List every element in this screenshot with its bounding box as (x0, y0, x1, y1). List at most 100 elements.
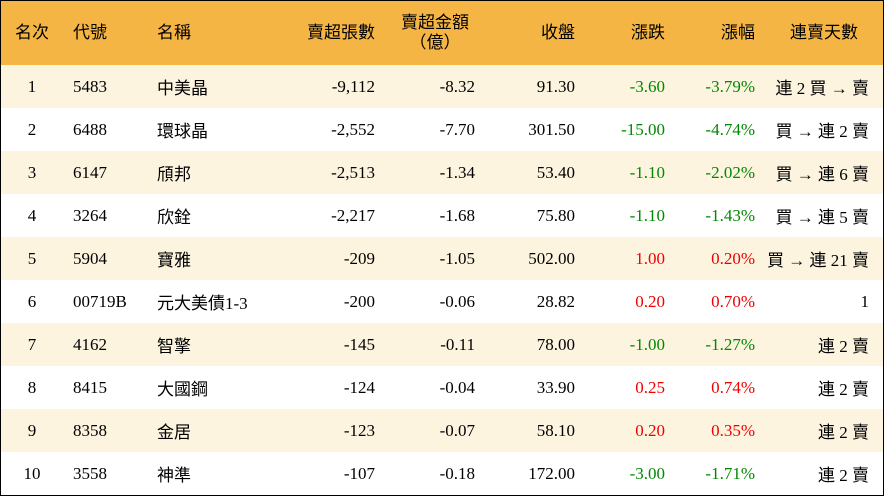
header-row: 名次 代號 名稱 賣超張數 賣超金額 （億） 收盤 漲跌 漲幅 連賣天數 (1, 1, 883, 65)
cell-change-pct: -4.74% (705, 119, 755, 139)
cell-net-sell-amount: -0.07 (439, 420, 475, 440)
cell-change-pct: -1.71% (705, 463, 755, 483)
header-code: 代號 (73, 23, 107, 42)
cell-name: 金居 (157, 423, 191, 442)
cell-close: 53.40 (536, 162, 575, 182)
cell-name: 神準 (157, 466, 191, 485)
cell-streak: 連 2 賣 (818, 466, 869, 485)
cell-change-pct: -1.27% (705, 334, 755, 354)
cell-streak: 買 → 連 21 賣 (767, 251, 869, 270)
cell-name: 寶雅 (157, 251, 191, 270)
cell-change-pct: 0.20% (711, 248, 755, 268)
cell-close: 502.00 (528, 248, 575, 268)
header-close: 收盤 (541, 23, 575, 42)
cell-net-sell-volume: -209 (343, 248, 375, 268)
table-row: 1 5483 中美晶 -9,112 -8.32 91.30 -3.60 -3.79% 連 2 買… (1, 65, 883, 108)
cell-rank: 8 (27, 377, 37, 397)
cell-streak: 1 (860, 291, 870, 311)
cell-rank: 5 (27, 248, 37, 268)
cell-change-pct: -3.79% (705, 76, 755, 96)
cell-net-sell-volume: -2,217 (331, 205, 375, 225)
cell-change: 0.20 (635, 291, 665, 311)
cell-streak: 連 2 賣 (818, 380, 869, 399)
cell-streak: 連 2 賣 (818, 337, 869, 356)
cell-code: 8415 (73, 377, 107, 397)
cell-name: 欣銓 (157, 208, 191, 227)
cell-code: 4162 (73, 334, 107, 354)
cell-net-sell-amount: -8.32 (439, 76, 475, 96)
cell-net-sell-amount: -1.34 (439, 162, 475, 182)
table-row: 4 3264 欣銓 -2,217 -1.68 75.80 -1.10 -1.43% 買 → 連 … (1, 194, 883, 237)
table-row: 7 4162 智擎 -145 -0.11 78.00 -1.00 -1.27% 連 2 賣 (1, 323, 883, 366)
cell-change: 0.25 (635, 377, 665, 397)
cell-net-sell-amount: -0.06 (439, 291, 475, 311)
cell-change: 1.00 (635, 248, 665, 268)
cell-change-pct: -1.43% (705, 205, 755, 225)
header-net-sell-amount-line2: （億） (409, 33, 461, 52)
cell-close: 28.82 (536, 291, 575, 311)
cell-rank: 1 (27, 76, 37, 96)
cell-name: 環球晶 (157, 122, 208, 141)
cell-net-sell-volume: -2,552 (331, 119, 375, 139)
header-change: 漲跌 (631, 23, 665, 42)
cell-close: 58.10 (536, 420, 575, 440)
cell-close: 75.80 (536, 205, 575, 225)
cell-code: 3558 (73, 463, 107, 483)
cell-name: 元大美債1-3 (157, 294, 248, 313)
cell-streak: 買 → 連 5 賣 (775, 208, 870, 227)
table-body: 1 5483 中美晶 -9,112 -8.32 91.30 -3.60 -3.79% 連 2 買… (1, 65, 883, 495)
header-net-sell-volume: 賣超張數 (307, 23, 375, 42)
table-row: 5 5904 寶雅 -209 -1.05 502.00 1.00 0.20% 買 → 連 21 … (1, 237, 883, 280)
cell-change-pct: 0.35% (711, 420, 755, 440)
cell-close: 301.50 (528, 119, 575, 139)
header-change-pct: 漲幅 (721, 23, 755, 42)
cell-change: 0.20 (635, 420, 665, 440)
cell-net-sell-amount: -0.18 (439, 463, 475, 483)
header-streak: 連賣天數 (790, 23, 858, 42)
header-name: 名稱 (157, 23, 191, 42)
cell-rank: 3 (27, 162, 37, 182)
cell-rank: 2 (27, 119, 37, 139)
cell-net-sell-volume: -123 (343, 420, 375, 440)
cell-streak: 買 → 連 6 賣 (775, 165, 870, 184)
table-row: 3 6147 頎邦 -2,513 -1.34 53.40 -1.10 -2.02% 買 → 連 … (1, 151, 883, 194)
cell-streak: 連 2 買 → 賣 (775, 79, 870, 98)
cell-change: -1.10 (629, 162, 665, 182)
cell-change-pct: -2.02% (705, 162, 755, 182)
cell-change-pct: 0.74% (711, 377, 755, 397)
cell-close: 33.90 (536, 377, 575, 397)
cell-rank: 4 (27, 205, 37, 225)
cell-code: 5483 (73, 76, 107, 96)
cell-change: -3.00 (629, 463, 665, 483)
cell-change: -1.10 (629, 205, 665, 225)
cell-code: 6147 (73, 162, 107, 182)
cell-code: 3264 (73, 205, 107, 225)
cell-name: 大國鋼 (157, 380, 208, 399)
cell-rank: 10 (23, 463, 41, 483)
cell-change-pct: 0.70% (711, 291, 755, 311)
cell-streak: 連 2 賣 (818, 423, 869, 442)
cell-change: -3.60 (629, 76, 665, 96)
cell-net-sell-volume: -124 (343, 377, 375, 397)
cell-net-sell-volume: -107 (343, 463, 375, 483)
cell-net-sell-amount: -0.11 (440, 334, 475, 354)
cell-change: -1.00 (629, 334, 665, 354)
cell-code: 8358 (73, 420, 107, 440)
cell-net-sell-volume: -145 (343, 334, 375, 354)
cell-code: 6488 (73, 119, 107, 139)
header-net-sell-amount: 賣超金額 （億） (385, 1, 485, 65)
cell-streak: 買 → 連 2 賣 (775, 122, 870, 141)
cell-close: 91.30 (536, 76, 575, 96)
cell-name: 中美晶 (157, 79, 208, 98)
cell-name: 頎邦 (157, 165, 191, 184)
cell-net-sell-amount: -1.68 (439, 205, 475, 225)
cell-net-sell-amount: -1.05 (439, 248, 475, 268)
cell-net-sell-volume: -2,513 (331, 162, 375, 182)
cell-close: 172.00 (528, 463, 575, 483)
cell-rank: 7 (27, 334, 37, 354)
cell-net-sell-amount: -0.04 (439, 377, 475, 397)
table-row: 10 3558 神準 -107 -0.18 172.00 -3.00 -1.71% 連 2 賣 (1, 452, 883, 495)
header-net-sell-amount-line1: 賣超金額 (401, 13, 469, 32)
